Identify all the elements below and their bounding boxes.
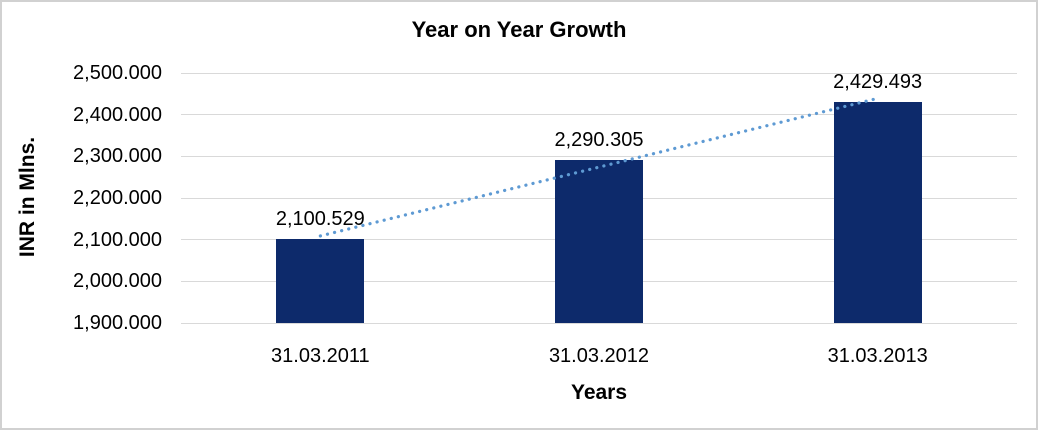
bar-data-label: 2,429.493: [833, 71, 923, 94]
gridline: [181, 72, 1017, 74]
x-axis-tick-label: 31.03.2012: [548, 345, 650, 367]
x-axis-tick-label: 31.03.2011: [271, 345, 370, 367]
y-axis-tick-label: 2,300.000: [73, 145, 162, 168]
y-axis-tick-label: 2,100.000: [73, 228, 162, 251]
bar-data-label: 2,100.529: [275, 208, 365, 231]
bar-data-label: 2,290.305: [554, 129, 644, 152]
y-axis-tick-label: 2,400.000: [73, 103, 162, 126]
bar: [276, 239, 365, 323]
y-axis-tick-label: 2,500.000: [73, 62, 162, 84]
bar: [833, 102, 922, 323]
y-axis-tick-label: 1,900.000: [73, 312, 162, 334]
x-axis-tick-label: 31.03.2013: [827, 345, 928, 367]
bar: [555, 160, 643, 323]
x-axis-title: Years: [570, 381, 628, 404]
chart-title: Year on Year Growth: [411, 17, 627, 42]
y-axis-tick-label: 2,000.000: [73, 270, 162, 293]
y-axis-tick-label: 2,200.000: [73, 187, 162, 209]
gridline: [181, 322, 1017, 324]
